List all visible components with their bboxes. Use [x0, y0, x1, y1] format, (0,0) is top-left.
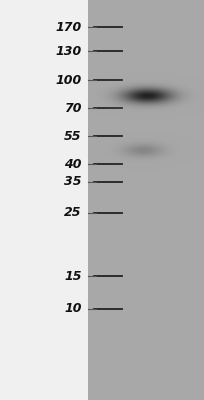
Bar — [88, 0, 204, 400]
Text: 130: 130 — [55, 45, 82, 58]
Text: 70: 70 — [64, 102, 82, 114]
Text: 10: 10 — [64, 302, 82, 315]
Bar — [0, 0, 88, 400]
Text: 55: 55 — [64, 130, 82, 142]
Text: 25: 25 — [64, 206, 82, 219]
Text: 170: 170 — [55, 21, 82, 34]
Text: 15: 15 — [64, 270, 82, 282]
Text: 100: 100 — [55, 74, 82, 86]
Text: 40: 40 — [64, 158, 82, 170]
Text: 35: 35 — [64, 176, 82, 188]
